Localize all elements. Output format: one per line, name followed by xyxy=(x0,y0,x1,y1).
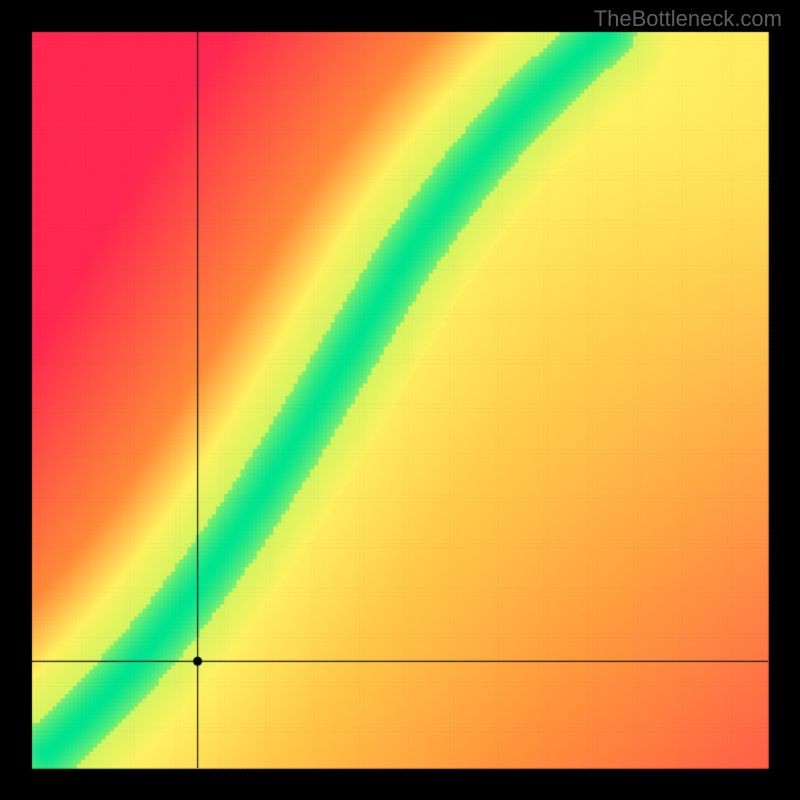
watermark-label: TheBottleneck.com xyxy=(594,6,782,32)
heatmap-canvas xyxy=(0,0,800,800)
chart-container: TheBottleneck.com xyxy=(0,0,800,800)
